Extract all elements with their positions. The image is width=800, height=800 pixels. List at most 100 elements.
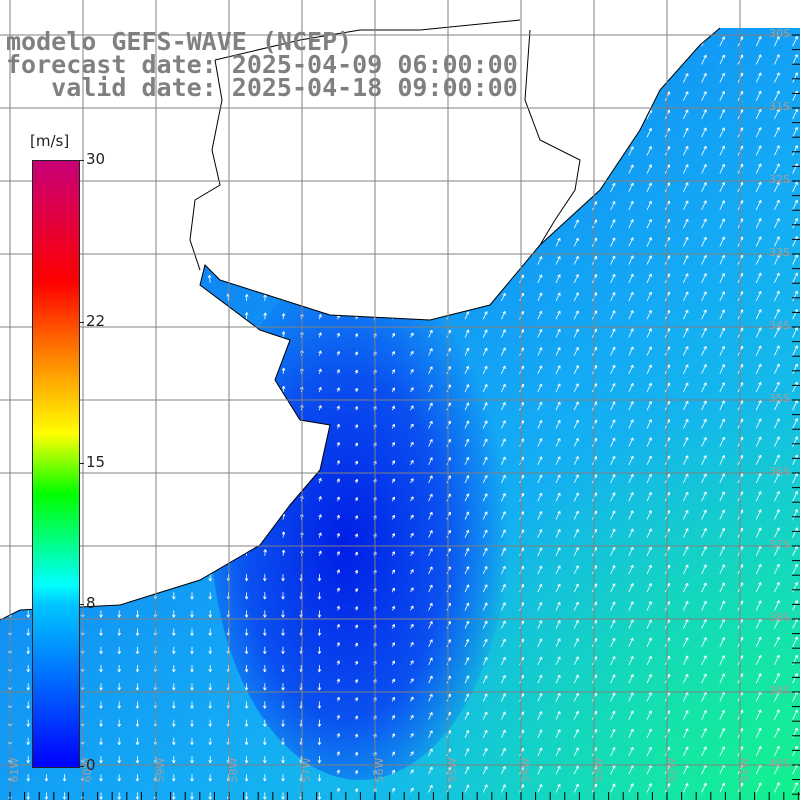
wind-arrow bbox=[190, 701, 194, 709]
wind-arrow bbox=[755, 72, 762, 83]
wind-arrow bbox=[482, 420, 488, 429]
wind-arrow bbox=[354, 497, 359, 502]
wind-arrow bbox=[573, 255, 579, 265]
wind-arrow bbox=[281, 610, 285, 618]
wind-arrow bbox=[573, 765, 579, 775]
wind-arrow bbox=[610, 565, 616, 575]
wind-arrow bbox=[391, 478, 395, 484]
wind-arrow bbox=[719, 600, 725, 611]
wind-arrow bbox=[464, 638, 470, 647]
wind-arrow bbox=[501, 329, 506, 338]
wind-arrow bbox=[646, 601, 652, 611]
wind-arrow bbox=[628, 765, 634, 775]
wind-arrow bbox=[755, 381, 762, 393]
wind-arrow bbox=[774, 381, 780, 393]
wind-arrow bbox=[646, 382, 652, 393]
wind-arrow bbox=[646, 710, 652, 720]
wind-arrow bbox=[792, 563, 798, 575]
wind-arrow bbox=[774, 673, 780, 684]
wind-arrow bbox=[610, 455, 616, 465]
wind-arrow bbox=[428, 730, 433, 738]
wind-arrow bbox=[719, 546, 725, 556]
wind-arrow bbox=[610, 510, 616, 520]
wind-arrow bbox=[792, 272, 798, 283]
wind-arrow bbox=[464, 493, 470, 502]
wind-arrow bbox=[719, 145, 725, 156]
wind-arrow bbox=[683, 400, 689, 411]
wind-arrow bbox=[555, 274, 561, 283]
wind-arrow bbox=[610, 273, 616, 283]
wind-arrow bbox=[317, 719, 322, 727]
wind-arrow bbox=[719, 200, 725, 211]
wind-arrow bbox=[26, 737, 30, 745]
wind-arrow bbox=[555, 383, 561, 393]
border-line bbox=[189, 19, 581, 271]
wind-arrow bbox=[501, 602, 506, 611]
wind-arrow bbox=[701, 127, 707, 138]
wind-arrow bbox=[701, 746, 707, 757]
wind-arrow bbox=[701, 473, 707, 484]
wind-arrow bbox=[610, 401, 616, 411]
wind-arrow bbox=[774, 163, 780, 174]
wind-arrow bbox=[354, 642, 359, 647]
wind-arrow bbox=[792, 782, 798, 793]
wind-arrow bbox=[701, 400, 707, 411]
wind-arrow bbox=[317, 592, 322, 600]
wind-arrow bbox=[208, 628, 212, 636]
wind-arrow bbox=[464, 384, 470, 393]
wind-arrow bbox=[354, 369, 359, 374]
wind-arrow bbox=[555, 292, 561, 302]
wind-arrow bbox=[482, 438, 488, 447]
wind-arrow bbox=[683, 710, 689, 720]
wind-arrow bbox=[391, 678, 395, 684]
wind-arrow bbox=[208, 737, 212, 745]
wind-arrow bbox=[610, 783, 616, 793]
wind-arrow bbox=[281, 701, 285, 709]
wind-arrow bbox=[336, 733, 340, 738]
wind-arrow bbox=[190, 792, 194, 800]
wind-arrow bbox=[501, 383, 506, 393]
wind-arrow bbox=[573, 419, 579, 429]
wind-arrow bbox=[537, 274, 543, 283]
wind-arrow bbox=[573, 528, 579, 538]
wind-arrow bbox=[410, 551, 414, 557]
wind-arrow bbox=[683, 291, 689, 302]
wind-arrow bbox=[281, 646, 285, 654]
wind-arrow bbox=[792, 345, 798, 356]
wind-arrow bbox=[410, 623, 414, 629]
wind-arrow bbox=[646, 437, 652, 447]
wind-arrow bbox=[391, 460, 395, 465]
wind-arrow bbox=[117, 774, 121, 782]
wind-arrow bbox=[482, 474, 488, 484]
wind-arrow bbox=[719, 418, 725, 429]
wind-arrow bbox=[537, 656, 543, 666]
wind-arrow bbox=[464, 456, 470, 465]
wind-arrow bbox=[336, 460, 340, 465]
wind-arrow bbox=[263, 683, 267, 691]
wind-arrow bbox=[172, 683, 176, 691]
wind-arrow bbox=[646, 291, 652, 302]
wind-arrow bbox=[701, 455, 707, 465]
wind-arrow bbox=[464, 620, 470, 629]
wind-arrow bbox=[172, 737, 176, 745]
wind-arrow bbox=[610, 237, 616, 247]
wind-arrow bbox=[501, 656, 506, 666]
wind-arrow bbox=[501, 311, 506, 320]
wind-arrow bbox=[792, 527, 798, 538]
wind-arrow bbox=[683, 473, 689, 484]
wind-arrow bbox=[482, 493, 488, 502]
wind-arrow bbox=[683, 546, 689, 556]
wind-arrow bbox=[701, 546, 707, 556]
wind-arrow bbox=[701, 418, 707, 429]
wind-arrow bbox=[628, 674, 634, 684]
wind-arrow bbox=[428, 348, 433, 356]
wind-arrow bbox=[501, 292, 506, 302]
wind-arrow bbox=[391, 605, 395, 611]
wind-arrow bbox=[755, 345, 762, 356]
wind-arrow bbox=[281, 774, 285, 782]
wind-arrow bbox=[719, 655, 725, 666]
wind-arrow bbox=[482, 365, 488, 374]
wind-arrow bbox=[646, 146, 652, 156]
wind-arrow bbox=[555, 456, 561, 465]
wind-arrow bbox=[792, 581, 798, 593]
